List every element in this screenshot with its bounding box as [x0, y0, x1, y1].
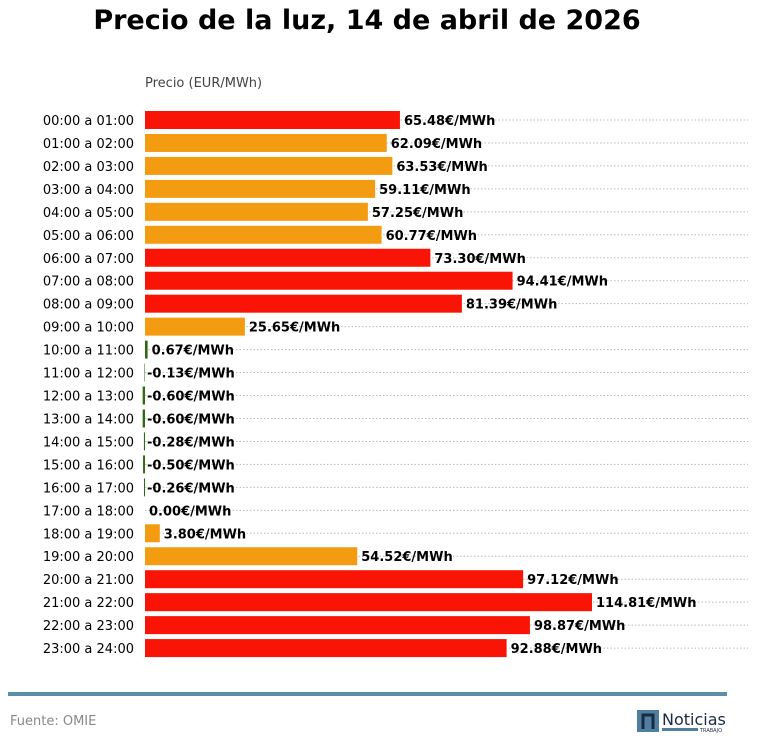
- bar: [145, 179, 376, 198]
- category-label: 10:00 a 11:00: [43, 344, 134, 359]
- bar: [145, 547, 358, 566]
- category-label: 19:00 a 20:00: [43, 550, 134, 565]
- data-label: 62.09€/MWh: [391, 137, 482, 152]
- category-label: 08:00 a 09:00: [43, 298, 134, 313]
- bar: [145, 202, 368, 221]
- category-label: 21:00 a 22:00: [43, 596, 134, 611]
- data-label: -0.26€/MWh: [147, 481, 235, 496]
- source-note: Fuente: OMIE: [10, 714, 97, 729]
- category-label: 14:00 a 15:00: [43, 435, 134, 450]
- bar: [145, 271, 513, 290]
- category-label: 13:00 a 14:00: [43, 412, 134, 427]
- category-label: 03:00 a 04:00: [43, 183, 134, 198]
- data-label: 63.53€/MWh: [396, 160, 487, 175]
- data-label: 3.80€/MWh: [164, 527, 246, 542]
- bar: [145, 524, 160, 543]
- footer-divider: [8, 692, 727, 696]
- bar: [145, 639, 507, 658]
- category-label: 18:00 a 19:00: [43, 527, 134, 542]
- bar: [145, 340, 148, 359]
- bar: [143, 455, 145, 474]
- noticias-trabajo-logo: Noticias TRABAJO: [637, 710, 726, 734]
- bar: [143, 478, 145, 497]
- category-label: 12:00 a 13:00: [43, 390, 134, 405]
- chart-title: Precio de la luz, 14 de abril de 2026: [93, 5, 641, 36]
- data-label: 73.30€/MWh: [434, 252, 525, 267]
- data-label: -0.28€/MWh: [147, 435, 235, 450]
- bar: [145, 225, 382, 244]
- data-label: 0.00€/MWh: [149, 504, 231, 519]
- bar: [145, 133, 387, 152]
- svg-text:Noticias: Noticias: [662, 710, 726, 729]
- category-label: 02:00 a 03:00: [43, 160, 134, 175]
- data-label: 60.77€/MWh: [386, 229, 477, 244]
- svg-text:TRABAJO: TRABAJO: [699, 728, 722, 734]
- category-label: 01:00 a 02:00: [43, 137, 134, 152]
- data-label: 94.41€/MWh: [517, 275, 608, 290]
- bar: [142, 409, 145, 428]
- bar: [143, 432, 145, 451]
- category-label: 04:00 a 05:00: [43, 206, 134, 221]
- data-label: 59.11€/MWh: [379, 183, 470, 198]
- category-label: 16:00 a 17:00: [43, 481, 134, 496]
- data-label: -0.50€/MWh: [147, 458, 235, 473]
- category-label: 09:00 a 10:00: [43, 321, 134, 336]
- category-label: 17:00 a 18:00: [43, 504, 134, 519]
- bar: [145, 593, 592, 612]
- data-label: 25.65€/MWh: [249, 321, 340, 336]
- category-label: 00:00 a 01:00: [43, 114, 134, 129]
- data-label: 114.81€/MWh: [596, 596, 697, 611]
- data-label: -0.13€/MWh: [147, 367, 235, 382]
- bar: [145, 570, 524, 589]
- category-label: 07:00 a 08:00: [43, 275, 134, 290]
- data-label: 98.87€/MWh: [534, 619, 625, 634]
- data-label: 81.39€/MWh: [466, 298, 557, 313]
- data-label: 0.67€/MWh: [152, 344, 234, 359]
- data-label: 54.52€/MWh: [361, 550, 452, 565]
- data-label: 57.25€/MWh: [372, 206, 463, 221]
- bar: [145, 294, 462, 313]
- bar: [145, 317, 245, 336]
- data-label: 97.12€/MWh: [527, 573, 618, 588]
- axis-label: Precio (EUR/MWh): [145, 76, 262, 91]
- bar: [144, 363, 145, 382]
- data-label: 65.48€/MWh: [404, 114, 495, 129]
- category-label: 06:00 a 07:00: [43, 252, 134, 267]
- bar: [145, 248, 431, 267]
- bar: [145, 616, 530, 635]
- category-label: 22:00 a 23:00: [43, 619, 134, 634]
- category-label: 20:00 a 21:00: [43, 573, 134, 588]
- bar: [142, 386, 145, 405]
- category-label: 15:00 a 16:00: [43, 458, 134, 473]
- data-label: 92.88€/MWh: [511, 642, 602, 657]
- category-label: 11:00 a 12:00: [43, 367, 134, 382]
- bar: [145, 156, 393, 175]
- category-label: 05:00 a 06:00: [43, 229, 134, 244]
- data-label: -0.60€/MWh: [147, 390, 235, 405]
- data-label: -0.60€/MWh: [147, 412, 235, 427]
- category-label: 23:00 a 24:00: [43, 642, 134, 657]
- bar: [145, 111, 400, 129]
- bar-chart: Precio (EUR/MWh) 00:00 a 01:00 65.48€/MWh…: [43, 76, 748, 658]
